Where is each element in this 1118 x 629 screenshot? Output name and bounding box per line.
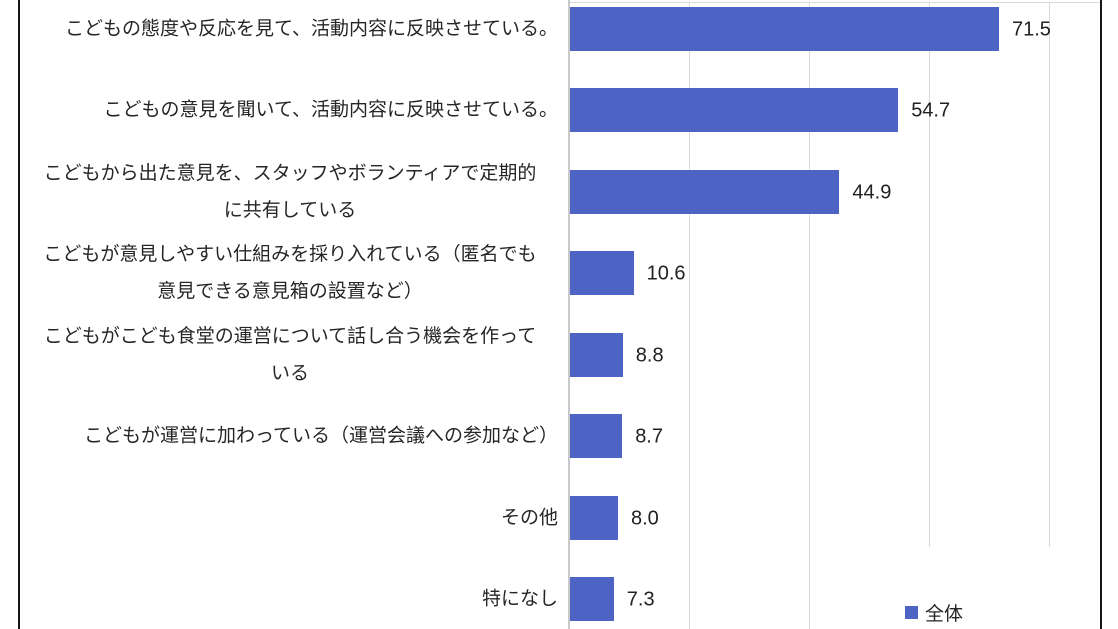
value-label: 8.7 xyxy=(635,425,663,448)
bar xyxy=(570,495,618,540)
bar xyxy=(570,332,623,377)
bar xyxy=(570,251,634,296)
gridline xyxy=(1049,2,1050,547)
legend-label: 全体 xyxy=(925,604,964,625)
category-label: こどもの意見を聞いて、活動内容に反映させている。 xyxy=(103,99,558,121)
chart-left-border xyxy=(18,0,20,629)
legend: 全体 xyxy=(903,597,970,628)
value-label: 8.0 xyxy=(631,507,659,530)
category-label: こどもが意見しやすい仕組みを採り入れている（匿名でも 意見できる意見箱の設置など… xyxy=(43,244,537,303)
category-label: こどもがこども食堂の運営について話し合う機会を作って いる xyxy=(43,325,537,384)
chart-right-border xyxy=(1100,0,1102,629)
bar xyxy=(570,88,899,133)
legend-swatch-icon xyxy=(905,606,918,619)
value-label: 71.5 xyxy=(1012,18,1051,41)
gridline xyxy=(689,2,690,629)
gridline xyxy=(929,2,930,547)
bar xyxy=(570,414,623,459)
category-label: その他 xyxy=(500,507,558,529)
category-label: こどもの態度や反応を見て、活動内容に反映させている。 xyxy=(64,18,558,40)
plot-top-border xyxy=(569,2,1100,3)
bar xyxy=(570,169,840,214)
bar xyxy=(570,577,614,621)
bar xyxy=(570,7,999,51)
value-label: 44.9 xyxy=(852,181,892,204)
gridline xyxy=(809,2,810,629)
value-axis-line xyxy=(568,0,570,629)
value-label: 7.3 xyxy=(626,588,655,611)
category-label: こどもが運営に加わっている（運営会議への参加など） xyxy=(83,425,558,447)
category-label: こどもから出た意見を、スタッフやボランティアで定期的 に共有している xyxy=(43,162,537,221)
category-label: 特になし xyxy=(481,588,558,610)
value-label: 10.6 xyxy=(646,262,686,285)
value-label: 8.8 xyxy=(635,344,664,367)
value-label: 54.7 xyxy=(911,99,951,122)
